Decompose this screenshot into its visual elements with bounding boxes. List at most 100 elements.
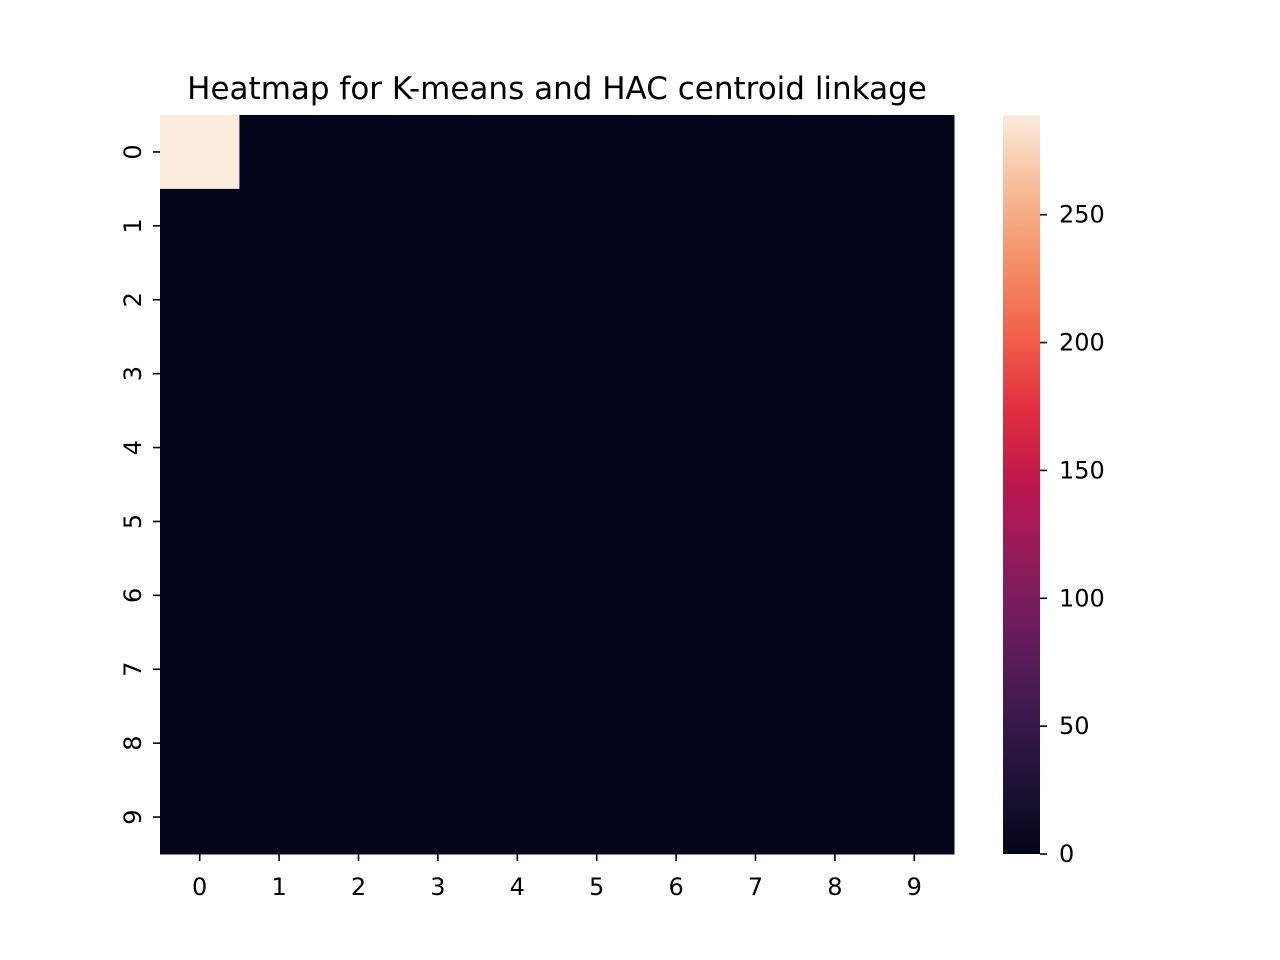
heatmap-cell-4-8 xyxy=(795,410,876,485)
heatmap-cell-3-0 xyxy=(160,336,240,412)
x-tick-label: 4 xyxy=(510,873,525,901)
heatmap-cell-8-1 xyxy=(239,706,320,781)
heatmap-cell-3-7 xyxy=(715,336,796,412)
heatmap-cell-7-9 xyxy=(874,632,955,707)
heatmap-cell-2-6 xyxy=(636,262,717,338)
heatmap-cell-8-2 xyxy=(318,706,399,781)
heatmap-cell-5-1 xyxy=(239,484,320,559)
colorbar-tick-label: 50 xyxy=(1059,712,1090,740)
x-tick-label: 1 xyxy=(271,873,286,901)
heatmap-cell-2-8 xyxy=(795,262,876,338)
heatmap-cell-8-5 xyxy=(557,706,637,781)
heatmap-cell-3-5 xyxy=(557,336,637,412)
heatmap-cell-1-7 xyxy=(715,188,796,264)
heatmap-cell-3-3 xyxy=(398,336,479,412)
x-tick-label: 8 xyxy=(827,873,842,901)
heatmap-cell-0-5 xyxy=(557,115,637,190)
heatmap-cell-3-1 xyxy=(239,336,320,412)
heatmap-cell-6-3 xyxy=(398,558,479,633)
heatmap-cell-6-5 xyxy=(557,558,637,633)
heatmap-cell-7-0 xyxy=(160,632,240,707)
heatmap-cell-0-9 xyxy=(874,115,955,190)
heatmap-cell-7-7 xyxy=(715,632,796,707)
heatmap-cell-5-8 xyxy=(795,484,876,559)
heatmap-cell-6-8 xyxy=(795,558,876,633)
heatmap-cell-6-7 xyxy=(715,558,796,633)
x-tick-label: 9 xyxy=(907,873,922,901)
heatmap-cell-6-1 xyxy=(239,558,320,633)
heatmap-cell-5-2 xyxy=(318,484,399,559)
heatmap-cell-9-6 xyxy=(636,780,717,855)
y-axis: 0 1 2 3 4 5 6 7 8 9 xyxy=(119,144,160,825)
heatmap-cells xyxy=(160,115,955,855)
heatmap-cell-2-2 xyxy=(318,262,399,338)
heatmap-cell-9-2 xyxy=(318,780,399,855)
heatmap-cell-0-7 xyxy=(715,115,796,190)
y-tick-label: 8 xyxy=(119,736,147,751)
heatmap-cell-5-4 xyxy=(477,484,558,559)
heatmap-cell-8-6 xyxy=(636,706,717,781)
colorbar-tick-label: 200 xyxy=(1059,329,1105,357)
heatmap-cell-3-4 xyxy=(477,336,558,412)
x-axis: 0 1 2 3 4 5 6 7 8 9 xyxy=(192,854,922,901)
heatmap-cell-7-4 xyxy=(477,632,558,707)
x-tick-label: 2 xyxy=(351,873,366,901)
heatmap-cell-6-6 xyxy=(636,558,717,633)
heatmap-cell-0-8 xyxy=(795,115,876,190)
heatmap-cell-9-8 xyxy=(795,780,876,855)
heatmap-cell-2-5 xyxy=(557,262,637,338)
x-tick-label: 6 xyxy=(668,873,683,901)
heatmap-cell-1-8 xyxy=(795,188,876,264)
heatmap-cell-1-2 xyxy=(318,188,399,264)
heatmap-cell-6-4 xyxy=(477,558,558,633)
heatmap-cell-6-0 xyxy=(160,558,240,633)
heatmap-cell-8-8 xyxy=(795,706,876,781)
colorbar-tick-label: 150 xyxy=(1059,456,1105,484)
heatmap-cell-5-9 xyxy=(874,484,955,559)
heatmap-cell-9-9 xyxy=(874,780,955,855)
y-tick-label: 3 xyxy=(119,366,147,381)
heatmap-cell-1-3 xyxy=(398,188,479,264)
x-tick-label: 0 xyxy=(192,873,207,901)
heatmap-cell-4-5 xyxy=(557,410,637,485)
heatmap-cell-9-7 xyxy=(715,780,796,855)
heatmap-cell-9-5 xyxy=(557,780,637,855)
heatmap-cell-4-1 xyxy=(239,410,320,485)
heatmap-cell-1-1 xyxy=(239,188,320,264)
heatmap-cell-2-1 xyxy=(239,262,320,338)
y-tick-label: 1 xyxy=(119,218,147,233)
heatmap-cell-4-2 xyxy=(318,410,399,485)
heatmap-cell-4-4 xyxy=(477,410,558,485)
heatmap-cell-3-8 xyxy=(795,336,876,412)
x-tick-label: 7 xyxy=(748,873,763,901)
y-tick-label: 6 xyxy=(119,588,147,603)
heatmap-cell-5-7 xyxy=(715,484,796,559)
x-tick-label: 3 xyxy=(430,873,445,901)
heatmap-cell-8-3 xyxy=(398,706,479,781)
heatmap-cell-4-7 xyxy=(715,410,796,485)
colorbar-tick-label: 0 xyxy=(1059,840,1074,868)
heatmap-cell-4-9 xyxy=(874,410,955,485)
heatmap-cell-1-9 xyxy=(874,188,955,264)
heatmap-cell-7-8 xyxy=(795,632,876,707)
heatmap-cell-3-2 xyxy=(318,336,399,412)
heatmap-cell-8-7 xyxy=(715,706,796,781)
colorbar-gradient xyxy=(1003,115,1040,854)
heatmap-cell-1-5 xyxy=(557,188,637,264)
heatmap-cell-7-6 xyxy=(636,632,717,707)
heatmap-cell-2-4 xyxy=(477,262,558,338)
heatmap-cell-0-4 xyxy=(477,115,558,190)
y-tick-label: 5 xyxy=(119,514,147,529)
y-tick-label: 9 xyxy=(119,809,147,824)
heatmap-cell-8-0 xyxy=(160,706,240,781)
heatmap-cell-0-0 xyxy=(160,115,240,190)
heatmap-cell-9-1 xyxy=(239,780,320,855)
heatmap-cell-1-6 xyxy=(636,188,717,264)
heatmap-cell-0-3 xyxy=(398,115,479,190)
y-tick-label: 4 xyxy=(119,440,147,455)
heatmap-cell-6-2 xyxy=(318,558,399,633)
heatmap-cell-4-3 xyxy=(398,410,479,485)
heatmap-cell-9-4 xyxy=(477,780,558,855)
heatmap-cell-0-6 xyxy=(636,115,717,190)
heatmap-cell-9-0 xyxy=(160,780,240,855)
